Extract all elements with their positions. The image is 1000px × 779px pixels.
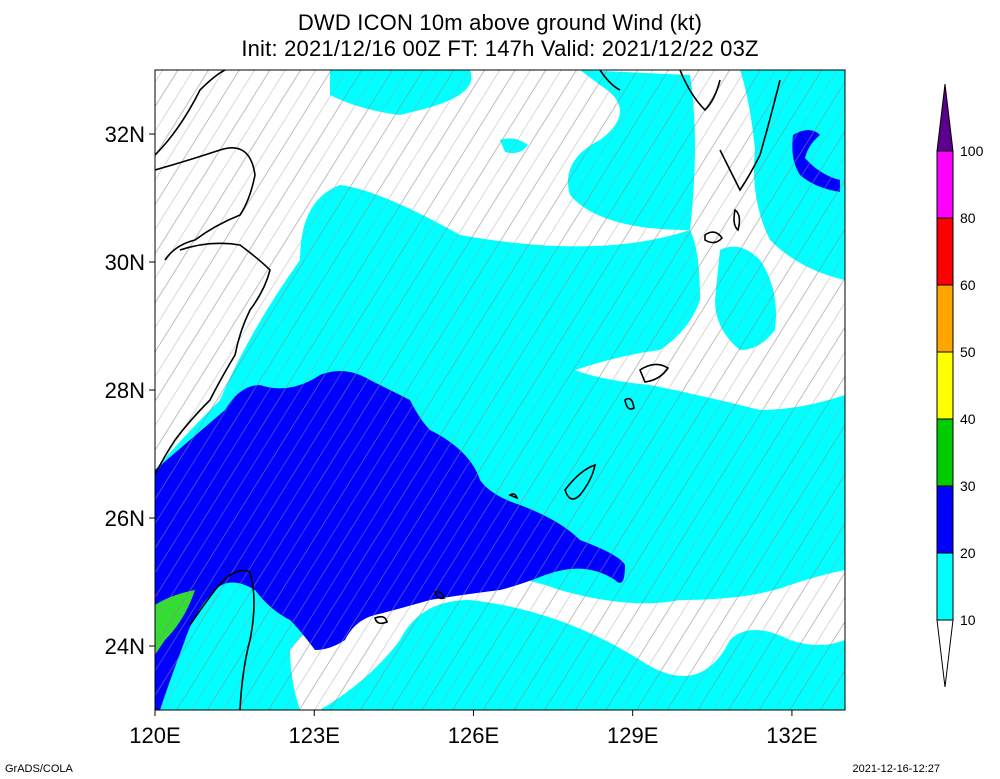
lon-label: 129E xyxy=(607,723,658,748)
lon-label: 126E xyxy=(448,723,499,748)
axes: 32N 30N 28N 26N 24N 120E 123E 126E 129E 132E xyxy=(105,122,818,748)
colorbar-over-arrow xyxy=(936,83,954,152)
colorbar-label: 50 xyxy=(960,344,976,360)
taiwan-coastline xyxy=(189,569,255,710)
colorbar-label: 20 xyxy=(960,545,976,561)
ryukyu-islands xyxy=(374,363,670,625)
lat-label: 30N xyxy=(105,250,145,275)
colorbar-label: 40 xyxy=(960,411,976,427)
lon-label: 120E xyxy=(129,723,180,748)
footer-right: 2021-12-16-12:27 xyxy=(852,763,940,775)
colorbar-label: 10 xyxy=(960,612,976,628)
lat-label: 24N xyxy=(105,634,145,659)
lat-label: 28N xyxy=(105,378,145,403)
colorbar-segment xyxy=(936,217,954,286)
lon-label: 132E xyxy=(766,723,817,748)
china-coastline xyxy=(155,70,271,476)
korea-japan-coastline xyxy=(599,70,781,192)
jeju-islands xyxy=(704,208,741,244)
colorbar-label: 100 xyxy=(960,143,984,159)
map-title: DWD ICON 10m above ground Wind (kt) xyxy=(297,10,703,35)
colorbar-under-arrow xyxy=(936,619,954,688)
lat-label: 32N xyxy=(105,122,145,147)
colorbar-segment xyxy=(936,150,954,219)
colorbar-segment xyxy=(936,485,954,554)
colorbar-segment xyxy=(936,351,954,420)
map-subtitle: Init: 2021/12/16 00Z FT: 147h Valid: 202… xyxy=(241,36,759,61)
colorbar-segment xyxy=(936,552,954,621)
colorbar-segment xyxy=(936,418,954,487)
streamline-layer xyxy=(155,70,845,710)
colorbar: 10 20 30 40 50 60 80 100 xyxy=(936,83,984,688)
lon-label: 123E xyxy=(289,723,340,748)
colorbar-segment xyxy=(936,284,954,353)
plot-area xyxy=(155,70,845,710)
lat-label: 26N xyxy=(105,506,145,531)
colorbar-label: 80 xyxy=(960,210,976,226)
footer-left: GrADS/COLA xyxy=(5,763,73,775)
colorbar-label: 30 xyxy=(960,478,976,494)
coastlines xyxy=(155,70,781,710)
colorbar-label: 60 xyxy=(960,277,976,293)
